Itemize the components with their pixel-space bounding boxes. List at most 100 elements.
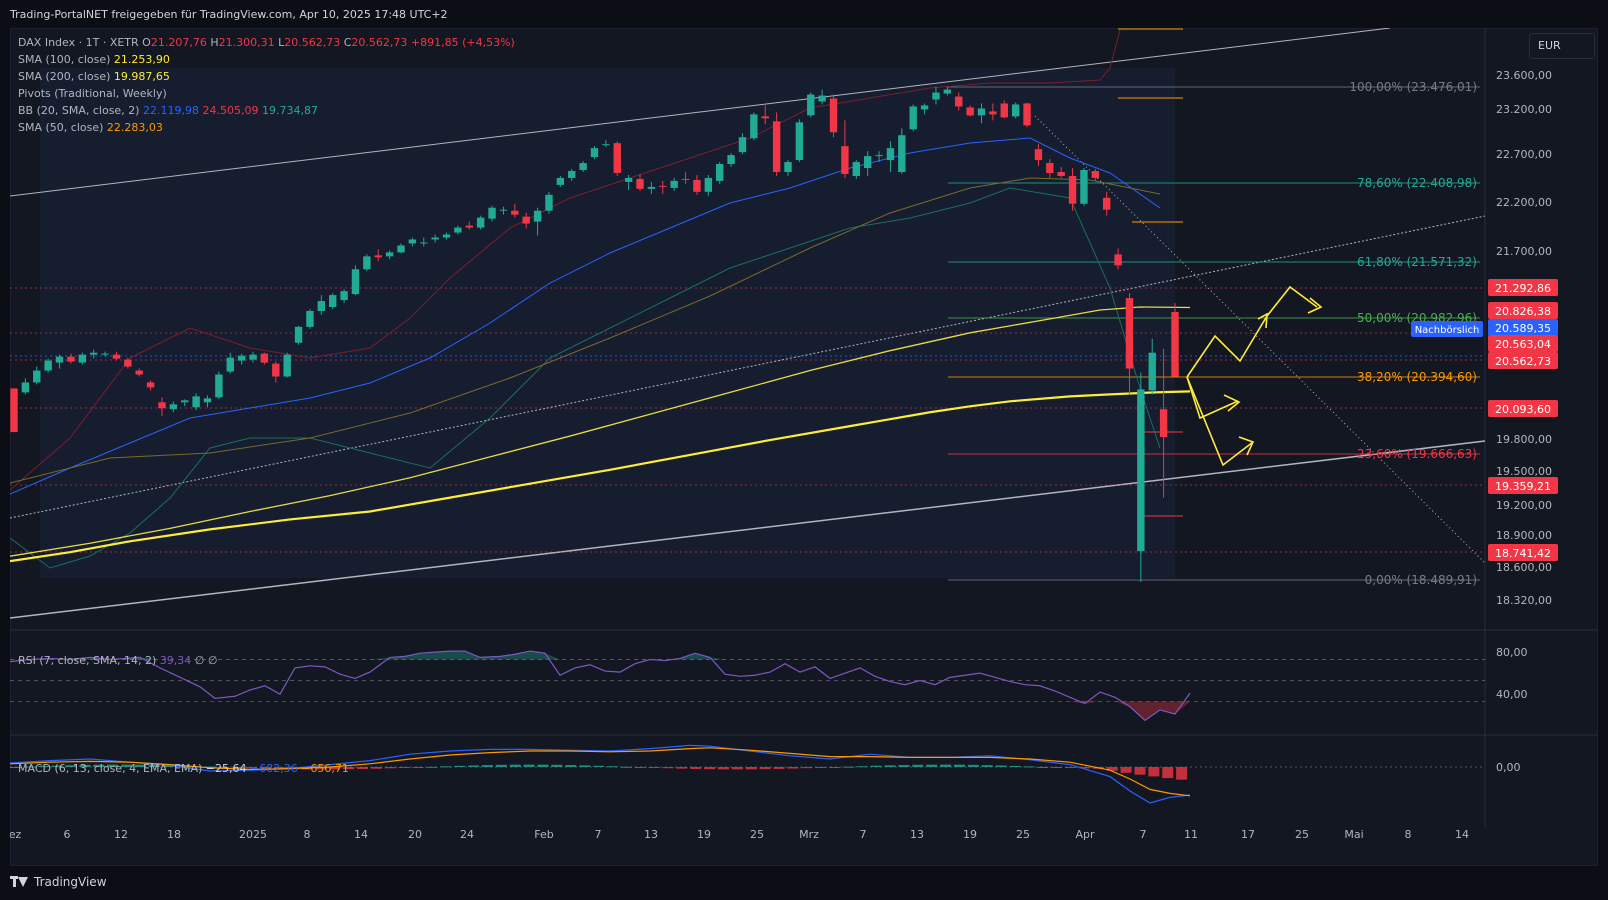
rsi-legend[interactable]: RSI (7, close, SMA, 14, 2) 39,34 ∅ ∅ — [18, 654, 217, 667]
candle-body-47 — [545, 194, 553, 211]
macd-hist-bar-39 — [551, 764, 563, 767]
candle-body-62 — [716, 164, 724, 181]
legend-symbol: DAX Index · 1T · XETR — [18, 36, 139, 49]
candle-body-81 — [932, 92, 940, 100]
legend-pivots-row[interactable]: Pivots (Traditional, Weekly) — [18, 85, 515, 102]
macd-hist-bar-15 — [218, 767, 230, 768]
price-label-bg-5 — [1488, 352, 1558, 369]
macd-hist-bar-18 — [259, 767, 271, 769]
candle-body-85 — [977, 108, 986, 116]
price-label-bg-3 — [1488, 319, 1558, 336]
candle-body-33 — [385, 252, 394, 257]
candle-body-58 — [670, 180, 678, 188]
price-tick-0: 23.600,00 — [1496, 69, 1552, 82]
candle-body-4 — [55, 356, 64, 363]
candle-body-77 — [886, 148, 895, 161]
candle-body-79 — [909, 106, 917, 130]
rsi-tick-0: 80,00 — [1496, 646, 1528, 659]
candle-body-75 — [863, 156, 872, 169]
x-tick-5: 8 — [304, 828, 311, 841]
candle-body-90 — [1034, 149, 1043, 161]
x-tick-8: 24 — [460, 828, 474, 841]
bb-lower-line — [10, 187, 1161, 569]
price-chart-svg[interactable]: 100,00% (23.476,01) 78,60% (22.408,98) 61,… — [10, 28, 1598, 866]
x-tick-14: Mrz — [799, 828, 819, 841]
macd-hist-bar-33 — [468, 765, 480, 767]
candle-body-54 — [624, 177, 633, 182]
macd-hist-bar-59 — [829, 767, 841, 768]
x-tick-24: Mai — [1344, 828, 1363, 841]
sma50-line — [10, 177, 1161, 484]
legend-sma200-row[interactable]: SMA (200, close) 19.987,65 — [18, 68, 515, 85]
fib-label-0: 100,00% (23.476,01) — [1349, 80, 1477, 94]
macd-hist-bar-54 — [759, 767, 771, 770]
macd-hist-bar-19 — [273, 767, 285, 769]
candle-body-46 — [533, 210, 542, 222]
macd-hist-bar-51 — [718, 767, 729, 770]
candle-body-20 — [237, 355, 246, 361]
candle-body-31 — [363, 256, 371, 270]
candle-body-38 — [442, 234, 451, 238]
x-tick-4: 2025 — [239, 828, 267, 841]
x-tick-7: 20 — [408, 828, 422, 841]
candle-body-8 — [101, 353, 109, 355]
legend-sma50-row[interactable]: SMA (50, close) 22.283,03 — [18, 119, 515, 136]
candle-body-43 — [499, 209, 508, 211]
price-tick-4: 21.700,00 — [1496, 245, 1552, 258]
x-tick-12: 19 — [697, 828, 711, 841]
legend-l-label: L — [278, 36, 285, 49]
macd-hist-bar-25 — [357, 767, 369, 770]
candle-body-18 — [215, 374, 223, 398]
macd-hist-bar-7 — [107, 764, 119, 767]
price-tick-2: 22.700,00 — [1496, 148, 1552, 161]
candle-body-87 — [1000, 103, 1008, 118]
macd-hist-bar-79 — [1106, 767, 1118, 771]
price-label-0: 21.292,86 — [1495, 282, 1551, 295]
trendline-lower — [10, 440, 1486, 619]
price-label-bg-4 — [1488, 335, 1558, 352]
macd-legend[interactable]: MACD (6, 13, close, 4, EMA, EMA) −25,64 … — [18, 762, 349, 775]
candle-body-76 — [875, 155, 883, 157]
trendline-middle-dotted — [10, 215, 1486, 519]
legend-symbol-row[interactable]: DAX Index · 1T · XETR O21.207,76 H21.300… — [18, 34, 515, 51]
price-label-8: 18.741,42 — [1495, 547, 1551, 560]
candle-body-26 — [306, 310, 314, 327]
macd-hist-bar-74 — [1037, 766, 1049, 768]
price-label-7: 19.359,21 — [1495, 480, 1551, 493]
candle-body-28 — [329, 295, 337, 307]
fib-label-2: 61,80% (21.571,32) — [1357, 255, 1477, 269]
x-tick-2: 12 — [114, 828, 128, 841]
candle-body-53 — [613, 143, 621, 173]
currency-selector[interactable]: EUR — [1529, 33, 1595, 59]
rsi-tick-1: 40,00 — [1496, 688, 1528, 701]
legend-bb-row[interactable]: BB (20, SMA, close, 2) 22.119,98 24.505,… — [18, 102, 515, 119]
legend-sma100-label: SMA (100, close) — [18, 53, 111, 66]
candle-body-19 — [226, 357, 234, 372]
price-label-3: 20.589,35 — [1495, 322, 1551, 335]
x-tick-9: Feb — [534, 828, 553, 841]
candle-body-84 — [966, 107, 974, 116]
macd-hist-bar-14 — [204, 766, 216, 768]
macd-hist-bar-45 — [634, 767, 646, 768]
macd-hist-bar-32 — [454, 765, 466, 767]
fib-label-5: 23,60% (19.666,63) — [1357, 447, 1477, 461]
footer-brand[interactable]: TradingView — [10, 872, 107, 892]
macd-hist-bar-73 — [1023, 766, 1035, 768]
candle-body-35 — [408, 239, 417, 244]
macd-hist-bar-11 — [162, 765, 174, 767]
macd-hist-bar-29 — [412, 767, 424, 768]
macd-hist-bar-2 — [37, 766, 49, 768]
price-label-5: 20.562,73 — [1495, 355, 1551, 368]
macd-hist-bar-64 — [898, 764, 910, 767]
macd-hist-bar-44 — [620, 766, 632, 768]
price-tick-3: 22.200,00 — [1496, 196, 1552, 209]
legend-sma100-row[interactable]: SMA (100, close) 21.253,90 — [18, 51, 515, 68]
candle-body-6 — [78, 354, 86, 363]
candle-body-72 — [829, 98, 838, 133]
candle-body-66 — [761, 116, 769, 119]
macd-hist-bar-81 — [1134, 767, 1146, 775]
macd-hist-bar-63 — [884, 765, 896, 767]
candle-body-34 — [397, 245, 405, 253]
candle-body-9 — [112, 354, 121, 359]
